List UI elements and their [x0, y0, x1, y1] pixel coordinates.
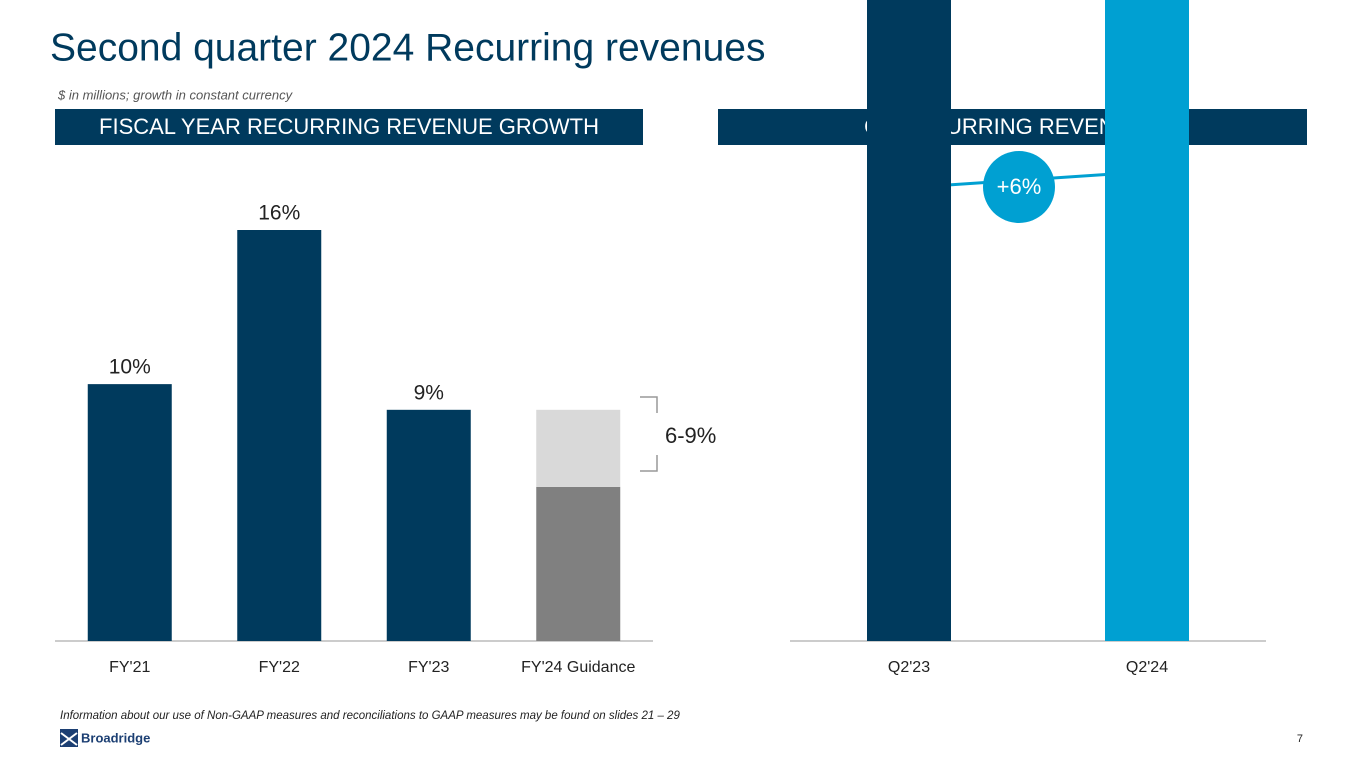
logo-mark: [60, 732, 78, 746]
bar: [87, 384, 172, 641]
title: Second quarter 2024 Recurring revenues: [50, 26, 765, 69]
bar: [536, 409, 621, 487]
x-tick-label: Q2'24: [1126, 659, 1168, 676]
data-label: 16%: [258, 202, 300, 225]
subtitle: $ in millions; growth in constant curren…: [57, 87, 294, 102]
logo: Broadridge: [81, 730, 150, 745]
growth-label: +6%: [997, 174, 1042, 199]
bar: [237, 230, 322, 641]
x-tick-label: FY'24 Guidance: [521, 659, 635, 676]
page-number: 7: [1297, 733, 1303, 745]
x-tick-label: FY'22: [259, 659, 300, 676]
bar: [536, 486, 621, 641]
header-bar: [718, 109, 1307, 145]
chart-title: FISCAL YEAR RECURRING REVENUE GROWTH: [99, 114, 599, 139]
header-bar: [55, 109, 643, 145]
bar: [386, 409, 471, 641]
bar: [867, 0, 951, 641]
footnote: Information about our use of Non-GAAP me…: [60, 710, 680, 722]
x-tick-label: Q2'23: [888, 659, 930, 676]
growth-badge: [983, 151, 1055, 223]
data-label: 10%: [109, 356, 151, 379]
range-bracket: [640, 396, 658, 472]
x-tick-label: FY'21: [109, 659, 150, 676]
data-label: 9%: [414, 381, 444, 404]
x-tick-label: FY'23: [408, 659, 449, 676]
range-label: 6-9%: [665, 423, 716, 448]
bar: [1105, 0, 1189, 641]
